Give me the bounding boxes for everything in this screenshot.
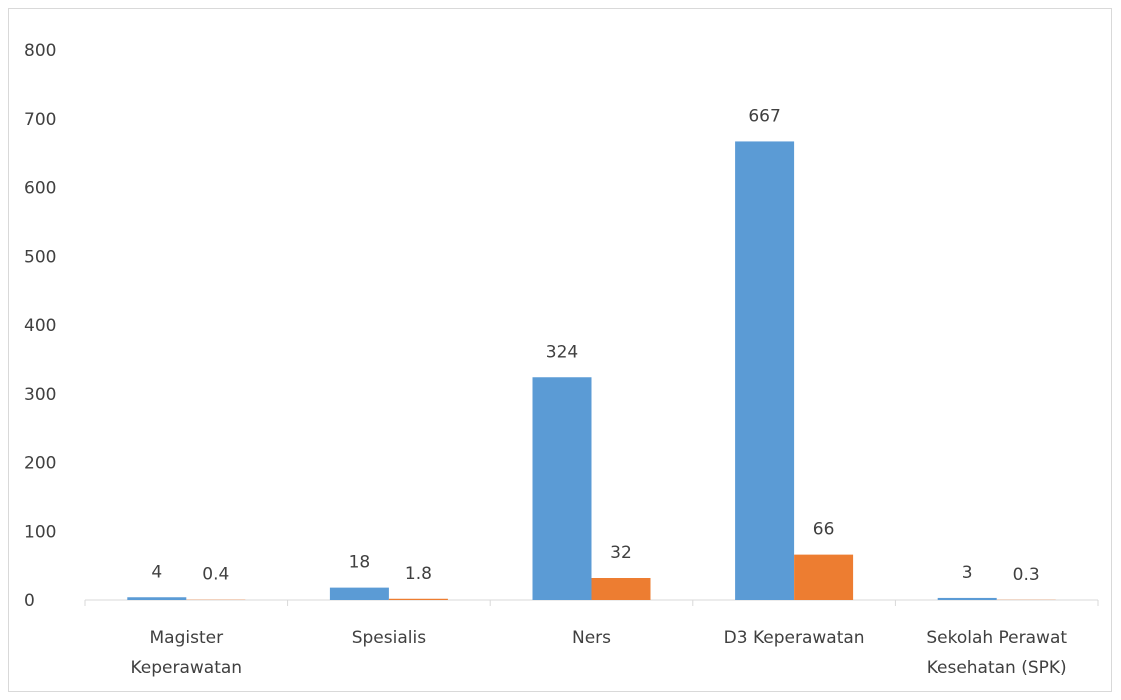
data-label: 3 (962, 563, 973, 583)
y-tick-label: 400 (24, 316, 56, 336)
y-tick-label: 200 (24, 454, 56, 474)
y-tick-label: 800 (24, 41, 56, 61)
bar (937, 597, 997, 600)
y-tick-label: 300 (24, 385, 56, 405)
category-label: D3 Keperawatan (724, 628, 865, 648)
bar (591, 578, 651, 600)
bar (388, 598, 448, 600)
bar (735, 141, 795, 600)
data-label: 0.3 (1013, 565, 1040, 585)
y-tick-label: 700 (24, 110, 56, 130)
bar (329, 587, 389, 600)
category-label: Spesialis (352, 628, 426, 648)
category-label: Sekolah Perawat (926, 628, 1067, 648)
category-label: Keperawatan (130, 658, 242, 678)
data-label: 32 (610, 543, 632, 563)
category-label: Magister (150, 628, 224, 648)
y-tick-label: 100 (24, 522, 56, 542)
data-label: 1.8 (405, 564, 432, 584)
data-label: 324 (546, 342, 578, 362)
data-label: 66 (813, 520, 835, 540)
category-label: Ners (572, 628, 611, 648)
bar (127, 597, 187, 600)
data-label: 667 (748, 106, 780, 126)
data-label: 0.4 (202, 565, 229, 585)
data-label: 4 (151, 562, 162, 582)
bar (794, 554, 854, 600)
y-tick-label: 500 (24, 247, 56, 267)
y-tick-label: 600 (24, 179, 56, 199)
y-tick-label: 0 (24, 591, 35, 611)
category-label: Kesehatan (SPK) (927, 658, 1067, 678)
data-label: 18 (349, 553, 371, 573)
bar (532, 377, 592, 600)
